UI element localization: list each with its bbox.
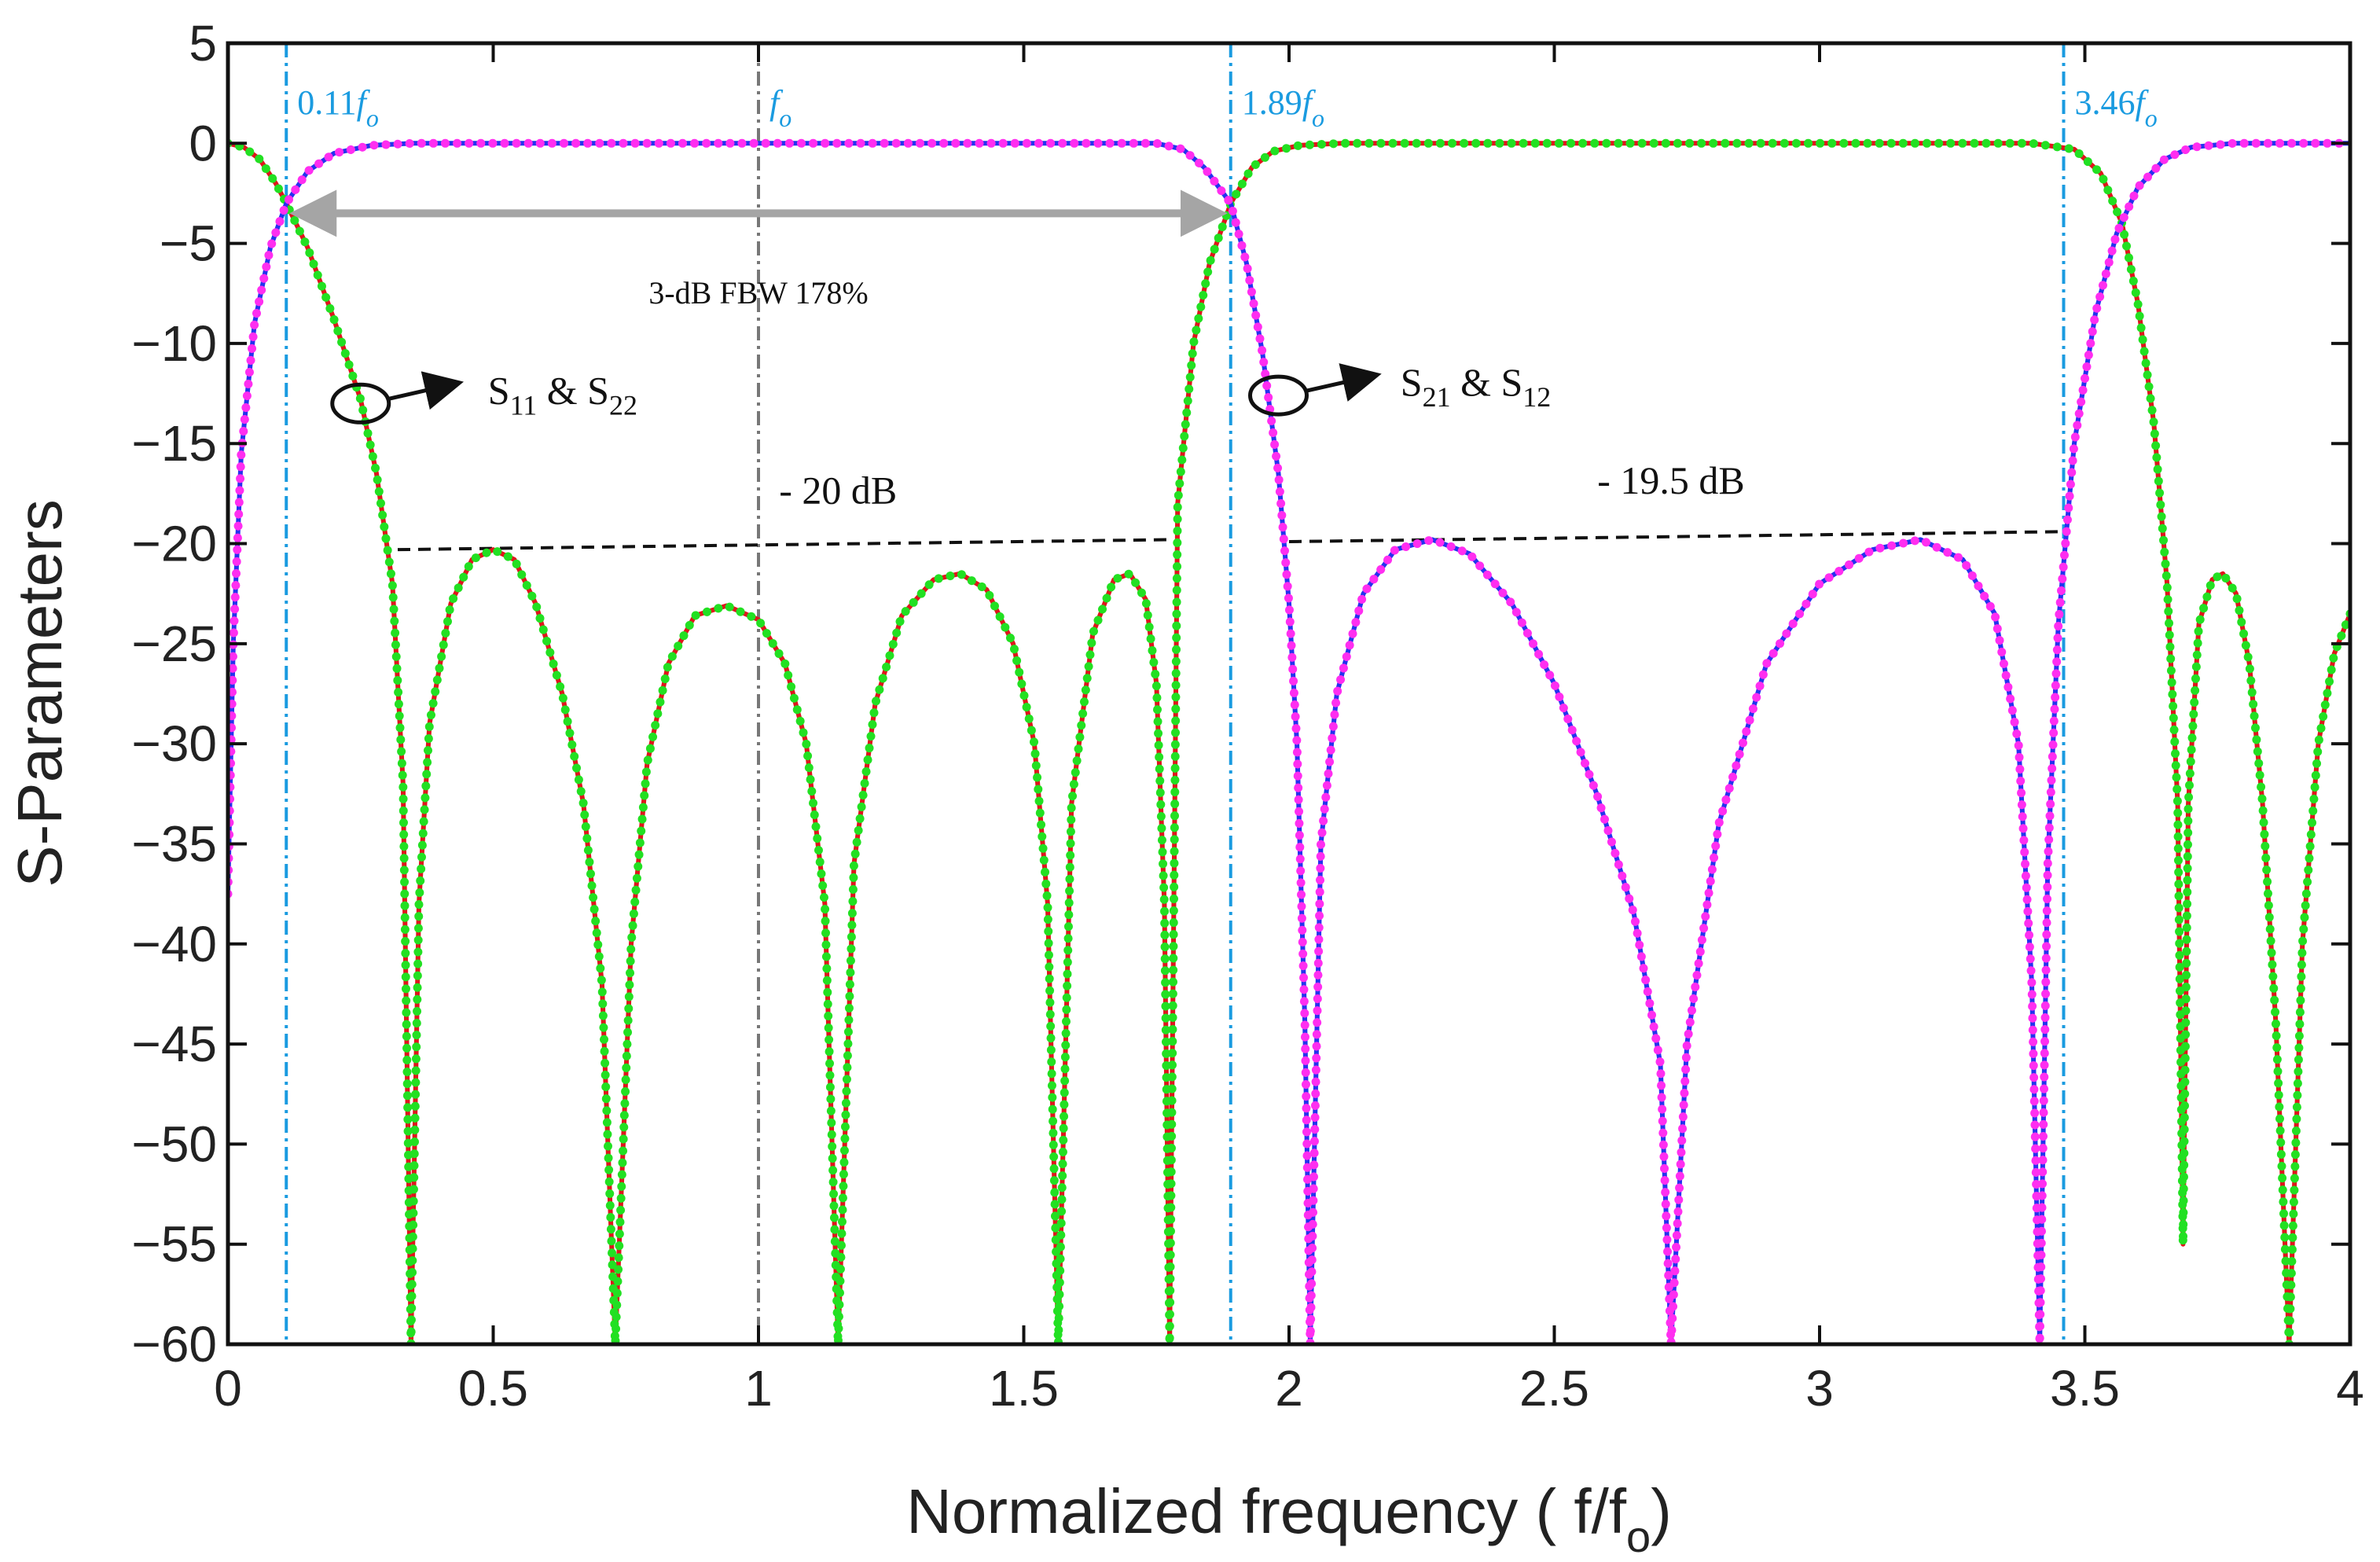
reference-dashed-line bbox=[1288, 530, 2064, 543]
y-tick-label: −35 bbox=[131, 815, 217, 872]
marker-value: 0.11 bbox=[297, 83, 356, 122]
x-tick-label: 1.5 bbox=[989, 1360, 1059, 1417]
y-axis-title: S-Parameters bbox=[5, 499, 75, 887]
x-tick-label: 2.5 bbox=[1519, 1360, 1589, 1417]
series-dots bbox=[228, 138, 2350, 1344]
y-tick-label: −20 bbox=[131, 516, 217, 572]
y-axis: 5 0 −5 −10 −15 −20 −25 −30 −35 −40 −45 −50 −55 −60 bbox=[131, 15, 2350, 1373]
legend-mid: & S bbox=[537, 368, 609, 412]
x-tick-label: 4 bbox=[2336, 1360, 2364, 1417]
y-tick-label: −15 bbox=[131, 415, 217, 472]
legend-label: S11 & S22 bbox=[488, 368, 637, 421]
y-tick-label: −55 bbox=[131, 1216, 217, 1273]
x-tick-label: 3 bbox=[1805, 1360, 1834, 1417]
y-tick-label: −40 bbox=[131, 916, 217, 972]
x-axis-title-sub: o bbox=[1626, 1512, 1651, 1561]
series-layer bbox=[228, 138, 2350, 1344]
marker-sub: o bbox=[1312, 104, 1324, 132]
y-tick-label: 0 bbox=[189, 115, 217, 171]
legend-mid: & S bbox=[1451, 360, 1523, 404]
legend-label: S21 & S12 bbox=[1401, 360, 1552, 413]
legend-sub2: 22 bbox=[609, 389, 637, 421]
series-dots bbox=[228, 138, 2350, 1344]
vertical-marker-layer: 0.11fo fo 1.89fo 3.46fo bbox=[285, 43, 2158, 1344]
legend-sub1: 21 bbox=[1423, 381, 1451, 413]
y-tick-label: −5 bbox=[160, 215, 217, 272]
x-axis-title: Normalized frequency ( f/fo) bbox=[906, 1476, 1672, 1561]
x-axis: 0 0.5 1 1.5 2 2.5 3 3.5 4 bbox=[214, 43, 2364, 1417]
y-tick-label: −10 bbox=[131, 315, 217, 372]
frequency-marker-label: 0.11fo bbox=[297, 83, 379, 132]
x-axis-title-end: ) bbox=[1651, 1476, 1672, 1546]
legend-s1: S bbox=[1401, 360, 1423, 404]
fbw-label: 3-dB FBW 178% bbox=[648, 275, 868, 311]
marker-sub: o bbox=[366, 104, 379, 132]
reference-label: - 19.5 dB bbox=[1597, 458, 1745, 502]
x-tick-label: 0.5 bbox=[458, 1360, 528, 1417]
y-tick-label: −45 bbox=[131, 1016, 217, 1072]
frequency-marker-label: 3.46fo bbox=[2075, 83, 2158, 132]
frequency-marker-label: fo bbox=[769, 83, 791, 132]
x-tick-label: 0 bbox=[214, 1360, 242, 1417]
y-tick-label: −50 bbox=[131, 1115, 217, 1172]
legend-arrow bbox=[1306, 363, 1382, 402]
y-tick-label: 5 bbox=[189, 15, 217, 72]
legend-sub1: 11 bbox=[510, 389, 538, 421]
marker-value: 3.46 bbox=[2075, 83, 2136, 122]
legend-circle bbox=[1248, 374, 1309, 417]
series-line bbox=[228, 141, 2350, 1344]
series-line bbox=[228, 141, 2350, 1344]
legend-circle bbox=[330, 382, 391, 424]
reference-label: - 20 dB bbox=[779, 469, 897, 513]
reference-dashed-line bbox=[397, 538, 1173, 552]
legend-sub2: 12 bbox=[1522, 381, 1551, 413]
x-axis-title-main: Normalized frequency ( f/f bbox=[906, 1476, 1627, 1546]
y-tick-label: −25 bbox=[131, 616, 217, 672]
marker-sub: o bbox=[779, 104, 791, 132]
legend-s1: S bbox=[488, 368, 510, 412]
y-tick-label: −30 bbox=[131, 715, 217, 772]
y-tick-label: −60 bbox=[131, 1316, 217, 1373]
legend-arrow bbox=[388, 371, 465, 410]
marker-sub: o bbox=[2145, 104, 2158, 132]
x-tick-label: 1 bbox=[744, 1360, 773, 1417]
frequency-marker-label: 1.89fo bbox=[1242, 83, 1324, 132]
x-tick-label: 2 bbox=[1275, 1360, 1303, 1417]
x-tick-label: 3.5 bbox=[2050, 1360, 2120, 1417]
marker-value: 1.89 bbox=[1242, 83, 1302, 122]
